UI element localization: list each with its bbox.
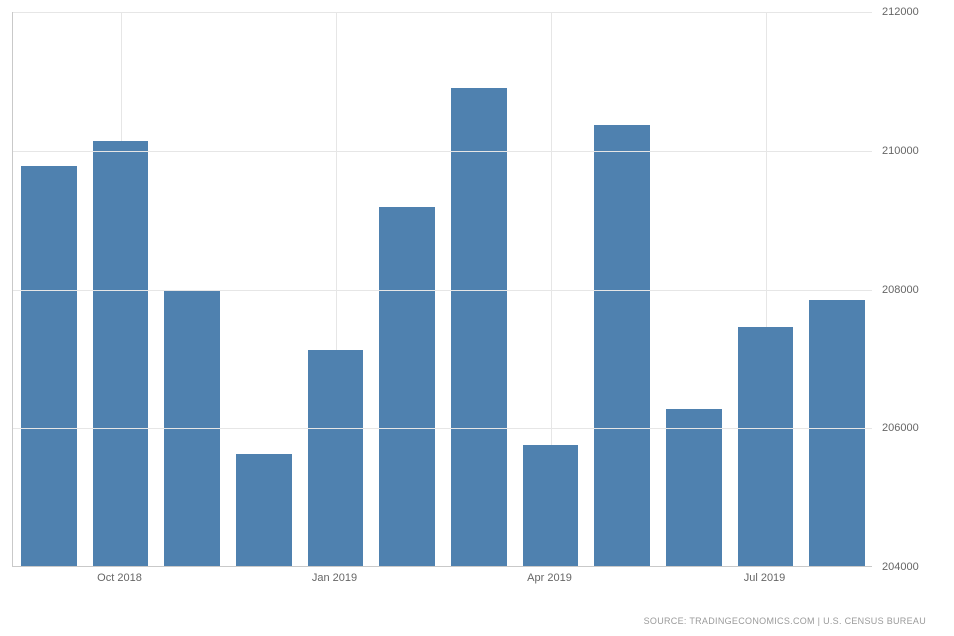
chart-container: 204000206000208000210000212000 Oct 2018J… <box>12 12 942 602</box>
gridline-horizontal <box>13 428 872 429</box>
gridline-horizontal <box>13 290 872 291</box>
y-axis: 204000206000208000210000212000 <box>874 12 944 567</box>
x-axis-tick-label: Apr 2019 <box>527 572 572 584</box>
bar <box>21 166 77 566</box>
y-axis-tick-label: 212000 <box>882 6 919 18</box>
x-axis: Oct 2018 Jan 2019 Apr 2019 Jul 2019 <box>12 572 872 592</box>
bar <box>738 327 794 566</box>
bar <box>93 141 149 566</box>
x-axis-tick-label: Jul 2019 <box>744 572 786 584</box>
bar <box>523 445 579 566</box>
plot-area <box>12 12 872 567</box>
source-attribution: SOURCE: TRADINGECONOMICS.COM | U.S. CENS… <box>644 616 926 626</box>
bar <box>236 454 292 566</box>
x-axis-tick-label: Oct 2018 <box>97 572 142 584</box>
bar <box>666 409 722 566</box>
gridline-horizontal <box>13 12 872 13</box>
y-axis-tick-label: 210000 <box>882 145 919 157</box>
bar <box>809 300 865 566</box>
y-axis-tick-label: 206000 <box>882 422 919 434</box>
x-axis-tick-label: Jan 2019 <box>312 572 357 584</box>
y-axis-tick-label: 204000 <box>882 561 919 573</box>
bar <box>451 88 507 566</box>
bar <box>594 125 650 566</box>
bar <box>379 207 435 566</box>
bar <box>308 350 364 566</box>
gridline-horizontal <box>13 151 872 152</box>
y-axis-tick-label: 208000 <box>882 284 919 296</box>
